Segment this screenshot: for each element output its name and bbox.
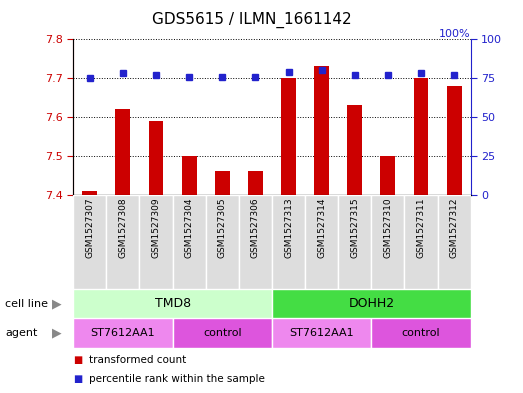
Bar (248, 171, 263, 195)
Text: DOHH2: DOHH2 (348, 297, 394, 310)
Bar (73, 318, 173, 348)
Text: GSM1527307: GSM1527307 (85, 197, 94, 258)
Bar (272, 195, 305, 289)
Bar (305, 195, 338, 289)
Bar (149, 121, 164, 195)
Text: control: control (402, 328, 440, 338)
Text: GSM1527306: GSM1527306 (251, 197, 260, 258)
Text: GSM1527314: GSM1527314 (317, 197, 326, 258)
Bar (447, 86, 462, 195)
Bar (181, 156, 197, 195)
Text: GSM1527304: GSM1527304 (185, 197, 194, 258)
Bar (173, 195, 206, 289)
Text: TMD8: TMD8 (154, 297, 191, 310)
Text: GSM1527311: GSM1527311 (416, 197, 426, 258)
Bar (347, 105, 362, 195)
Text: GSM1527305: GSM1527305 (218, 197, 227, 258)
Text: ■: ■ (73, 354, 83, 365)
Bar (314, 66, 329, 195)
Text: ▶: ▶ (52, 327, 62, 340)
Bar (82, 191, 97, 195)
Bar (404, 195, 438, 289)
Bar (239, 195, 272, 289)
Bar (116, 109, 130, 195)
Bar (272, 318, 371, 348)
Bar (206, 195, 239, 289)
Bar (281, 78, 296, 195)
Text: GSM1527309: GSM1527309 (152, 197, 161, 258)
Text: GSM1527313: GSM1527313 (284, 197, 293, 258)
Bar (414, 78, 428, 195)
Text: ST7612AA1: ST7612AA1 (90, 328, 155, 338)
Bar (371, 318, 471, 348)
Bar (371, 195, 404, 289)
Text: agent: agent (5, 328, 38, 338)
Text: GDS5615 / ILMN_1661142: GDS5615 / ILMN_1661142 (152, 12, 352, 28)
Text: GSM1527310: GSM1527310 (383, 197, 392, 258)
Bar (106, 195, 140, 289)
Bar (140, 195, 173, 289)
Text: GSM1527308: GSM1527308 (118, 197, 128, 258)
Text: ▶: ▶ (52, 297, 62, 310)
Bar (380, 156, 395, 195)
Text: ST7612AA1: ST7612AA1 (289, 328, 354, 338)
Bar (272, 289, 471, 318)
Text: control: control (203, 328, 242, 338)
Text: transformed count: transformed count (89, 354, 186, 365)
Bar (173, 318, 272, 348)
Text: cell line: cell line (5, 299, 48, 309)
Text: 100%: 100% (439, 29, 471, 39)
Bar (215, 171, 230, 195)
Text: GSM1527315: GSM1527315 (350, 197, 359, 258)
Bar (73, 195, 106, 289)
Text: ■: ■ (73, 374, 83, 384)
Bar (73, 289, 272, 318)
Bar (438, 195, 471, 289)
Text: GSM1527312: GSM1527312 (450, 197, 459, 258)
Text: percentile rank within the sample: percentile rank within the sample (89, 374, 265, 384)
Bar (338, 195, 371, 289)
